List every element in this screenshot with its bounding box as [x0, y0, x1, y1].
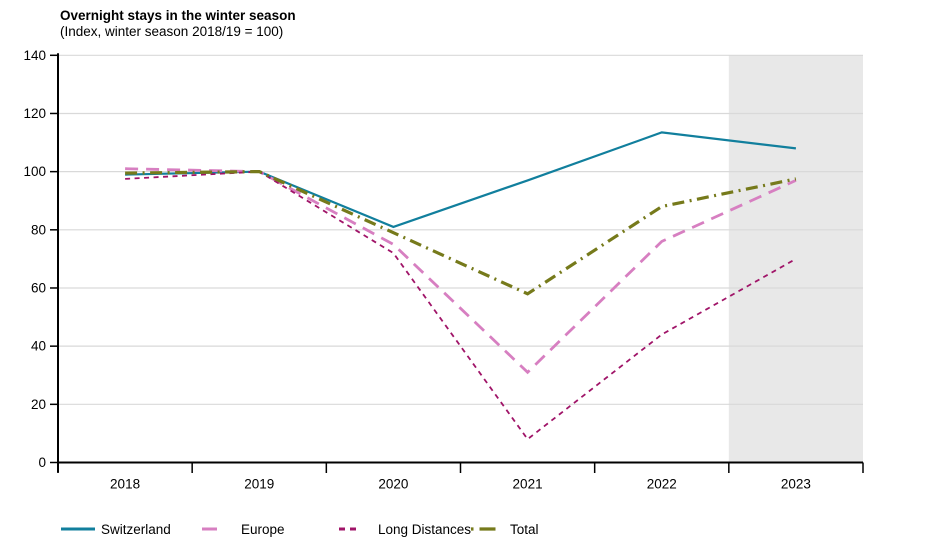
chart-canvas: 0 20 40 60 80 100 120 140 2018 2019 2020 2021 2022 20… [23, 48, 864, 492]
legend-swatch-switzerland [61, 527, 95, 531]
y-axis-label: 140 [23, 48, 46, 63]
legend-label: Switzerland [101, 521, 171, 537]
y-axis-label: 40 [31, 339, 46, 354]
forecast-band [728, 55, 863, 463]
legend-item-total: Total [469, 516, 539, 542]
legend-swatch-europe [202, 527, 235, 531]
chart-subtitle: (Index, winter season 2018/19 = 100) [60, 24, 284, 39]
x-axis-label: 2020 [378, 477, 408, 492]
chart-title: Overnight stays in the winter season [60, 8, 296, 23]
legend-label: Long Distances [378, 521, 472, 537]
y-axis-label: 100 [23, 164, 46, 179]
series-line-switzerland [125, 131, 797, 229]
y-axis-label: 120 [23, 106, 46, 121]
y-axis-label: 80 [31, 222, 46, 237]
legend-swatch-total [471, 527, 504, 531]
legend: Switzerland Europe Long Distances Total [0, 516, 930, 542]
y-axis-label: 60 [31, 280, 46, 295]
legend-label: Europe [241, 521, 285, 537]
legend-item-europe: Europe [200, 516, 285, 542]
x-axis-label: 2019 [244, 477, 274, 492]
x-axis-label: 2018 [110, 477, 140, 492]
legend-label: Total [510, 521, 539, 537]
x-axis-label: 2022 [647, 477, 677, 492]
series-line-total [125, 169, 797, 296]
legend-item-long-distances: Long Distances [337, 516, 471, 542]
series-line-long-distances [125, 170, 797, 441]
legend-item-switzerland: Switzerland [60, 516, 171, 542]
series-line-europe [125, 167, 797, 375]
x-axis-label: 2023 [781, 477, 811, 492]
y-axis-label: 0 [38, 455, 46, 470]
legend-swatch-long-distances [339, 527, 372, 531]
y-axis-label: 20 [31, 397, 46, 412]
x-axis-label: 2021 [513, 477, 543, 492]
